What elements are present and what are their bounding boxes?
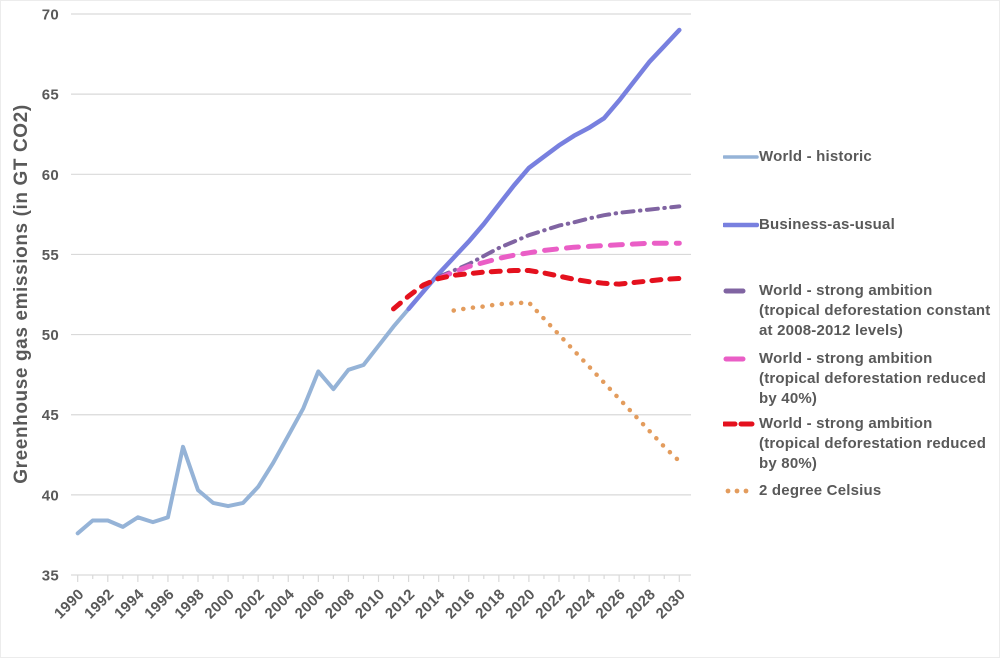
- x-tick-label: 2018: [472, 586, 508, 622]
- legend-item-2-degree-celsius: 2 degree Celsius: [723, 481, 881, 501]
- dash-swatch-icon: [723, 282, 759, 300]
- series-line-3: [436, 240, 682, 281]
- x-tick-label: 2022: [532, 586, 568, 622]
- x-tick-label: 1990: [51, 586, 87, 622]
- legend-item-label: World - strong ambition (tropical defore…: [759, 415, 987, 472]
- y-tick-label: 65: [42, 87, 59, 104]
- x-tick-label: 1998: [171, 586, 207, 622]
- x-tick-label: 2026: [592, 586, 628, 622]
- legend-item-business-as-usual: Business-as-usual: [721, 215, 895, 235]
- y-tick-label: 55: [42, 247, 59, 264]
- y-tick-label: 70: [42, 7, 59, 24]
- y-axis-labels: 35 40 45 50 55 60 65 70: [42, 7, 59, 585]
- x-tick-label: 2012: [382, 586, 418, 622]
- x-tick-label: 2002: [232, 586, 268, 622]
- legend-item-label: 2 degree Celsius: [759, 482, 882, 499]
- x-axis-ticks: [77, 575, 680, 582]
- x-tick-label: 2010: [352, 586, 388, 622]
- x-tick-label: 2000: [201, 586, 237, 622]
- series-line-1: [406, 27, 682, 312]
- solid-line-swatch-icon: [721, 216, 760, 234]
- x-tick-label: 2024: [562, 586, 599, 623]
- x-tick-label: 2016: [442, 586, 478, 622]
- x-tick-label: 2008: [322, 586, 358, 622]
- legend-item-label: World - historic: [759, 148, 872, 165]
- x-axis-labels: 1990199219941996199820002002200420062008…: [51, 586, 689, 623]
- x-tick-label: 1996: [141, 586, 177, 622]
- dash-swatch-icon: [723, 350, 759, 368]
- x-tick-label: 1992: [81, 586, 117, 622]
- dots-swatch-icon: [723, 482, 759, 500]
- x-tick-label: 2006: [292, 586, 328, 622]
- y-tick-label: 35: [42, 568, 59, 585]
- legend-item-strong-ambition-40: World - strong ambition (tropical defore…: [723, 349, 986, 409]
- x-tick-label: 2028: [623, 586, 659, 622]
- series-lines: [75, 27, 682, 536]
- legend-item-label: World - strong ambition (tropical defore…: [759, 282, 991, 339]
- y-tick-label: 45: [42, 407, 59, 424]
- y-tick-label: 50: [42, 327, 59, 344]
- solid-line-swatch-icon: [722, 148, 759, 166]
- legend-item-label: World - strong ambition (tropical defore…: [759, 350, 987, 407]
- series-line-0: [75, 306, 411, 536]
- x-tick-label: 2020: [502, 586, 538, 622]
- gridlines: [71, 13, 691, 576]
- y-axis-title: Greenhouse gas emissions (in GT CO2): [11, 104, 32, 484]
- x-tick-label: 2004: [262, 586, 299, 623]
- series-line-2: [436, 204, 682, 279]
- series-line-4: [391, 268, 682, 312]
- y-tick-label: 60: [42, 167, 59, 184]
- legend-item-label: Business-as-usual: [759, 216, 895, 233]
- y-tick-label: 40: [42, 487, 59, 504]
- x-tick-label: 1994: [111, 586, 148, 623]
- double-dash-swatch-icon: [721, 415, 759, 433]
- series-line-5: [451, 300, 682, 464]
- legend-item-strong-ambition-80: World - strong ambition (tropical defore…: [721, 414, 987, 474]
- legend-item-world-historic: World - historic: [722, 147, 872, 167]
- legend-item-strong-ambition-constant: World - strong ambition (tropical defore…: [723, 281, 990, 341]
- x-tick-label: 2030: [653, 586, 689, 622]
- x-tick-label: 2014: [412, 586, 449, 623]
